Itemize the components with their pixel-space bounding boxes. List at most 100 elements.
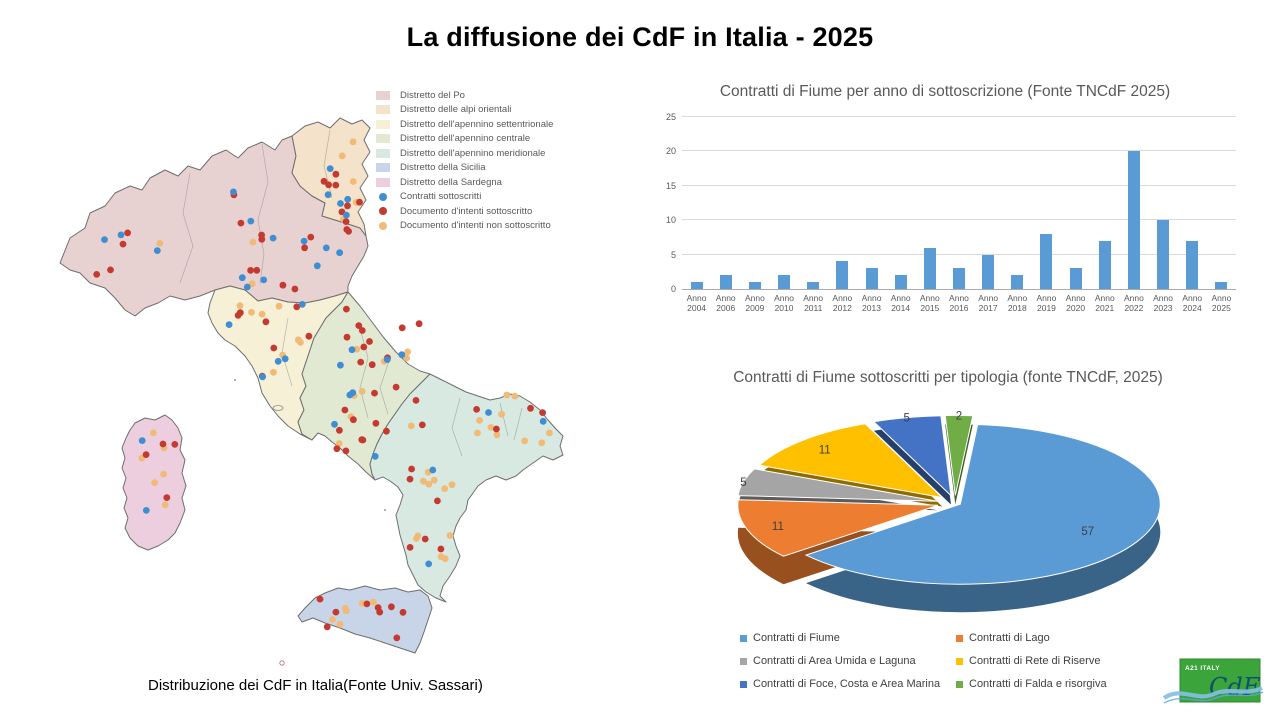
x-axis-label: Anno 2022 [1123,292,1144,314]
pie-slice [737,499,939,557]
red-dot-icon [375,207,391,216]
logo-top-text: A21 ITALY [1185,665,1220,672]
bar-column: Anno 2006 [711,117,740,313]
x-axis-label: Anno 2012 [832,292,853,314]
map-legend-label: Distretto dell'apennino centrale [400,133,531,145]
pie-legend-label: Contratti di Fiume [753,632,840,644]
bar-column: Anno 2013 [857,117,886,313]
region-borders [179,129,523,457]
x-axis-label: Anno 2020 [1065,292,1086,314]
district-swatch-icon [375,148,391,158]
pie-legend-swatch-icon [956,634,963,642]
bar-column: Anno 2023 [1149,117,1178,313]
map-dots [93,138,553,642]
x-axis-label: Anno 2009 [744,292,765,314]
map-legend-label: Distretto delle alpi orientali [400,104,512,116]
district-swatch-icon [375,177,391,187]
pie-legend-label: Contratti di Falda e risorgiva [969,678,1107,690]
pie-chart-title: Contratti di Fiume sottoscritti per tipo… [733,369,1163,386]
map-legend: Distretto del Po Distretto delle alpi ori… [375,88,631,233]
bar-column: Anno 2012 [828,117,857,313]
pie-chart: Contratti di Fiume sottoscritti per tipo… [652,368,1244,713]
map-legend-district-item: Distretto dell'apennino settentrionale [375,117,631,132]
x-axis-label: Anno 2024 [1182,292,1203,314]
pie-data-label: 5 [903,413,909,425]
pie-legend-item: Contratti di Area Umida e Laguna [740,655,952,667]
pie-legend-item: Contratti di Falda e risorgiva [956,678,1107,690]
orange-dot-icon [375,221,391,230]
bar [923,247,936,289]
bar [1011,275,1024,289]
pie-slice [872,415,952,497]
map-legend-district-item: Distretto del Po [375,88,631,103]
map-legend-district-item: Distretto della Sicilia [375,161,631,176]
map-legend-marker-item: Contratti sottoscritti [375,190,631,205]
x-axis-label: Anno 2017 [978,292,999,314]
district-swatch-icon [375,119,391,129]
map-legend-marker-item: Documento d'intenti sottoscritto [375,204,631,219]
bar-column: Anno 2024 [1178,117,1207,313]
map-legend-label: Distretto dell'apennino meridionale [400,147,546,159]
x-axis-label: Anno 2025 [1211,292,1232,314]
district-swatch-icon [375,134,391,144]
italy-map: Distretto del Po Distretto delle alpi ori… [30,78,640,678]
pie-legend-label: Contratti di Area Umida e Laguna [753,655,916,667]
italy-map-svg [59,117,564,666]
bar [1215,282,1228,289]
x-axis-label: Anno 2023 [1153,292,1173,314]
y-axis-tick: 25 [665,111,676,122]
pie-data-label: 57 [1081,526,1094,538]
district-centr-shape [297,291,431,481]
bar [865,268,878,289]
blue-dot-icon [375,192,391,201]
bar-column: Anno 2020 [1061,117,1090,313]
map-legend-district-item: Distretto dell'apennino meridionale [375,146,631,161]
bar-column: Anno 2011 [799,117,828,313]
x-axis-label: Anno 2018 [1007,292,1028,314]
bar [836,261,849,289]
x-axis-label: Anno 2014 [890,292,911,314]
pie-legend-swatch-icon [740,680,747,688]
pie-data-label: 2 [956,411,962,423]
district-swatch-icon [375,105,391,115]
x-axis-label: Anno 2011 [803,292,824,314]
bar-chart-title: Contratti di Fiume per anno di sottoscri… [719,83,1171,100]
map-legend-label: Contratti sottoscritti [400,191,482,203]
map-legend-label: Documento d'intenti sottoscritto [400,205,533,217]
logo-script-text: CdF [1209,673,1261,701]
bar [982,254,995,289]
pie-legend-swatch-icon [956,657,963,665]
logo-wave [1162,686,1263,700]
bar-column: Anno 2021 [1090,117,1119,313]
cdf-logo: A21 ITALY CdF [1162,658,1264,704]
bar [894,275,907,289]
map-legend-label: Distretto della Sicilia [400,162,486,174]
pie-legend-label: Contratti di Lago [969,632,1050,644]
pie-slice [944,414,974,496]
y-axis-tick: 20 [665,146,676,157]
district-swatch-icon [375,90,391,100]
pie-legend-item: Contratti di Foce, Costa e Area Marina [740,678,952,690]
y-axis-tick: 10 [665,215,676,226]
pie-legend-swatch-icon [740,657,747,665]
pie-svg: 57 11 5 11 5 2 [737,411,1161,613]
x-axis-label: Anno 2016 [949,292,969,314]
islets [234,379,386,666]
bar-column: Anno 2019 [1032,117,1061,313]
y-axis-tick: 0 [670,283,676,294]
pie-legend-item: Contratti di Lago [956,632,1107,644]
pie-data-label: 5 [740,477,746,489]
x-axis-label: Anno 2021 [1094,292,1115,314]
slide-title: La diffusione dei CdF in Italia - 2025 [406,22,874,52]
district-merid-shape [369,373,564,603]
x-axis-label: Anno 2015 [919,292,940,314]
x-axis-label: Anno 2019 [1036,292,1057,314]
bar-column: Anno 2022 [1119,117,1148,313]
y-axis-tick: 15 [665,180,676,191]
bar-chart: Contratti di Fiume per anno di sottoscri… [650,82,1240,357]
x-axis-label: Anno 2004 [686,292,707,314]
bar [690,282,703,289]
map-legend-label: Distretto dell'apennino settentrionale [400,118,554,130]
pie-legend-item: Contratti di Rete di Riserve [956,655,1107,667]
